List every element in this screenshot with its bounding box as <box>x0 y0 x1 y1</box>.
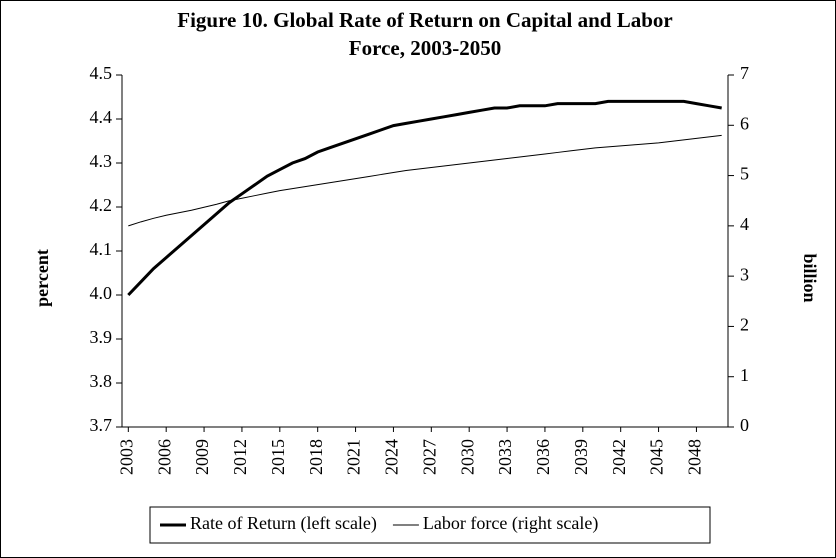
y2-tick-label: 6 <box>740 113 749 133</box>
legend-label: Rate of Return (left scale) <box>190 513 377 534</box>
chart-title: Force, 2003-2050 <box>349 36 501 60</box>
x-tick-label: 2027 <box>419 439 439 475</box>
x-tick-label: 2042 <box>609 439 629 475</box>
x-tick-label: 2018 <box>306 439 326 475</box>
x-tick-label: 2015 <box>268 439 288 475</box>
x-tick-label: 2006 <box>154 439 174 475</box>
y-tick-label: 4.5 <box>90 63 113 83</box>
x-tick-label: 2003 <box>116 439 136 475</box>
x-tick-label: 2024 <box>382 439 402 475</box>
series-line <box>127 99 722 297</box>
y-tick-label: 4.4 <box>90 107 113 127</box>
legend-label: Labor force (right scale) <box>423 513 598 534</box>
x-tick-label: 2033 <box>495 439 515 475</box>
x-tick-label: 2021 <box>344 439 364 475</box>
y-tick-label: 4.0 <box>90 283 113 303</box>
y-tick-label: 3.8 <box>90 371 113 391</box>
x-tick-label: 2048 <box>685 439 705 475</box>
y-axis-label: percent <box>32 249 52 307</box>
y-tick-label: 4.1 <box>90 239 113 259</box>
y2-axis-label: billion <box>800 253 820 302</box>
x-tick-label: 2036 <box>533 439 553 475</box>
y2-tick-label: 2 <box>740 315 749 335</box>
y-tick-label: 4.2 <box>90 195 113 215</box>
y-tick-label: 4.3 <box>90 151 113 171</box>
y2-tick-label: 7 <box>740 63 749 83</box>
x-tick-label: 2030 <box>457 439 477 475</box>
legend-box <box>149 506 711 544</box>
y2-tick-label: 5 <box>740 164 749 184</box>
x-tick-label: 2009 <box>192 439 212 475</box>
chart-title: Figure 10. Global Rate of Return on Capi… <box>177 8 672 32</box>
x-tick-label: 2045 <box>647 439 667 475</box>
y2-tick-label: 0 <box>740 415 749 435</box>
y-tick-label: 3.7 <box>90 415 113 435</box>
x-tick-label: 2012 <box>230 439 250 475</box>
y-tick-label: 3.9 <box>90 327 113 347</box>
series-line <box>128 134 722 227</box>
y2-tick-label: 1 <box>740 365 749 385</box>
y2-tick-label: 4 <box>740 214 749 234</box>
y2-tick-label: 3 <box>740 264 749 284</box>
x-tick-label: 2039 <box>571 439 591 475</box>
